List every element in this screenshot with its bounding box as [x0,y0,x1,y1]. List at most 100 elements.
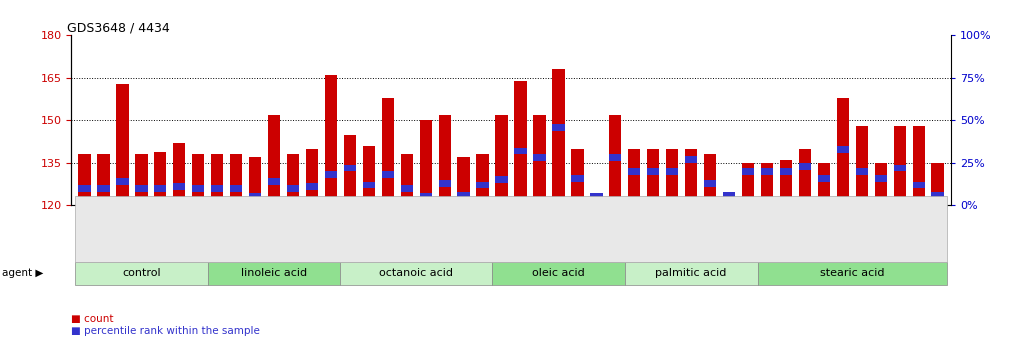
Bar [155,185,167,192]
Bar [287,154,299,205]
Bar [875,175,887,182]
Bar [135,185,147,192]
Bar [420,120,432,205]
Text: GDS3648 / 4434: GDS3648 / 4434 [67,21,170,34]
Bar [363,146,375,205]
Bar [155,152,167,205]
Bar [855,126,868,205]
Bar [837,146,849,153]
Bar [572,175,584,182]
Bar [590,200,602,205]
Bar [98,185,110,192]
Bar [818,175,830,182]
Bar [647,149,659,205]
Bar [685,156,698,163]
Bar [192,185,204,192]
Bar [230,154,242,205]
Bar [609,154,621,161]
Text: octanoic acid: octanoic acid [379,268,454,279]
Bar [381,171,394,178]
Bar [306,149,318,205]
Bar [552,124,564,131]
Bar [818,163,830,205]
Bar [647,168,659,175]
Bar [173,183,185,190]
Bar [552,69,564,205]
Bar [780,168,792,175]
Bar [875,163,887,205]
Text: linoleic acid: linoleic acid [241,268,307,279]
Bar [894,165,906,171]
Bar [363,182,375,188]
Bar [267,115,281,205]
Bar [932,192,944,199]
Bar [192,154,204,205]
Bar [780,160,792,205]
Bar [78,154,91,205]
Bar [458,192,470,199]
Bar [741,168,755,175]
Bar [344,165,356,171]
Bar [912,126,924,205]
Bar [249,193,261,200]
Bar [438,180,451,187]
Text: ■ percentile rank within the sample: ■ percentile rank within the sample [71,326,260,336]
Bar [894,126,906,205]
Bar [666,168,678,175]
Bar [533,115,546,205]
Bar [533,154,546,161]
Bar [629,149,641,205]
Bar [741,163,755,205]
Bar [515,81,527,205]
Bar [211,154,224,205]
Bar [609,115,621,205]
Text: palmitic acid: palmitic acid [656,268,727,279]
Bar [381,98,394,205]
Bar [476,182,489,188]
Bar [267,178,281,185]
Bar [116,84,128,205]
Bar [287,185,299,192]
Bar [458,157,470,205]
Bar [837,98,849,205]
Bar [230,185,242,192]
Text: agent ▶: agent ▶ [2,268,44,279]
Bar [173,143,185,205]
Bar [798,163,812,170]
Text: oleic acid: oleic acid [532,268,585,279]
Bar [438,115,451,205]
Bar [116,178,128,185]
Bar [249,157,261,205]
Bar [476,154,489,205]
Bar [572,149,584,205]
Bar [704,180,716,187]
Bar [629,168,641,175]
Bar [324,171,337,178]
Bar [685,149,698,205]
Bar [98,154,110,205]
Bar [666,149,678,205]
Text: ■ count: ■ count [71,314,114,324]
Bar [761,163,773,205]
Bar [401,185,413,192]
Bar [324,75,337,205]
Bar [495,115,507,205]
Bar [515,148,527,154]
Bar [932,163,944,205]
Bar [723,192,735,199]
Bar [761,168,773,175]
Text: control: control [122,268,161,279]
Text: stearic acid: stearic acid [820,268,885,279]
Bar [306,183,318,190]
Bar [798,149,812,205]
Bar [401,154,413,205]
Bar [420,193,432,200]
Bar [135,154,147,205]
Bar [912,182,924,188]
Bar [211,185,224,192]
Bar [590,193,602,200]
Bar [495,176,507,183]
Bar [855,168,868,175]
Bar [78,185,91,192]
Bar [344,135,356,205]
